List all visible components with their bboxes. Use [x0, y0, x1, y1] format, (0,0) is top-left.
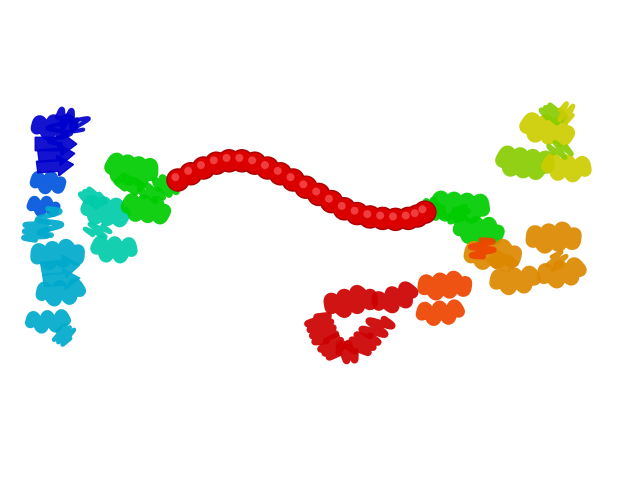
Point [352, 210, 362, 217]
Point [417, 205, 428, 213]
Point [262, 164, 273, 172]
Point [324, 195, 334, 203]
Point [378, 215, 388, 222]
Point [352, 210, 362, 217]
Point [250, 159, 260, 167]
Point [365, 213, 375, 221]
Point [288, 176, 298, 184]
Point [237, 157, 247, 165]
Point [288, 176, 298, 184]
Point [365, 213, 375, 221]
Point [420, 208, 430, 216]
Point [262, 164, 273, 172]
Point [420, 208, 430, 216]
Point [390, 216, 401, 223]
Point [234, 154, 244, 162]
Point [337, 202, 347, 210]
Point [211, 159, 221, 167]
Point [301, 183, 311, 191]
Polygon shape [36, 155, 74, 176]
Point [412, 212, 422, 220]
Point [412, 212, 422, 220]
Point [378, 215, 388, 222]
Point [388, 213, 398, 220]
Point [173, 176, 183, 184]
Polygon shape [40, 255, 80, 277]
Point [198, 164, 209, 172]
Point [314, 191, 324, 198]
Point [339, 205, 349, 213]
Point [403, 215, 413, 222]
Point [198, 164, 209, 172]
Point [298, 180, 308, 188]
Point [237, 157, 247, 165]
Point [186, 170, 196, 178]
Point [260, 161, 270, 169]
Point [170, 173, 180, 181]
Point [211, 159, 221, 167]
Point [362, 210, 372, 218]
Point [401, 212, 411, 219]
Point [375, 212, 385, 219]
Polygon shape [38, 144, 75, 166]
Point [410, 209, 420, 217]
Point [349, 207, 360, 215]
Point [275, 170, 285, 178]
Point [209, 156, 219, 164]
Polygon shape [43, 269, 80, 290]
Polygon shape [35, 132, 77, 156]
Point [224, 157, 234, 165]
Point [403, 215, 413, 222]
Point [221, 154, 232, 162]
Point [273, 167, 283, 175]
Point [390, 216, 401, 223]
Point [326, 198, 337, 205]
Point [339, 205, 349, 213]
Point [183, 167, 193, 175]
Point [224, 157, 234, 165]
Point [186, 170, 196, 178]
Point [311, 188, 321, 195]
Point [275, 170, 285, 178]
Point [326, 198, 337, 205]
Point [250, 159, 260, 167]
Point [173, 176, 183, 184]
Point [285, 173, 296, 181]
Point [196, 161, 206, 169]
Point [247, 156, 257, 164]
Point [301, 183, 311, 191]
Point [314, 191, 324, 198]
